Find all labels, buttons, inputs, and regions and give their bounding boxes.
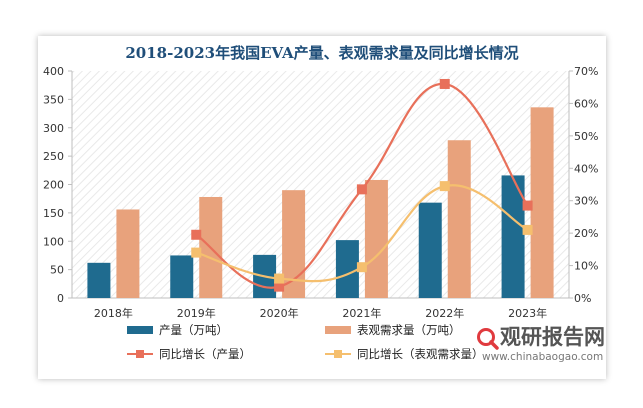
bar-demand (530, 107, 554, 298)
bar-production (170, 255, 194, 298)
marker-growth-production (356, 184, 367, 195)
marker-growth-production (439, 78, 450, 89)
bar-demand (447, 140, 471, 298)
bar-demand (364, 179, 388, 298)
y-right-tick-label: 70% (574, 65, 598, 78)
marker-growth-demand (274, 273, 285, 284)
x-tick-label: 2022年 (425, 306, 464, 320)
bar-production (418, 202, 442, 298)
y-right-tick-label: 50% (574, 130, 598, 143)
y-right-tick-label: 60% (574, 97, 598, 110)
chart-title: 2018-2023年我国EVA产量、表观需求量及同比增长情况 (125, 44, 518, 62)
marker-growth-production (274, 281, 285, 292)
legend-label: 表观需求量（万吨） (357, 323, 461, 337)
bar-production (501, 175, 525, 298)
y-right-tick-label: 40% (574, 162, 598, 175)
y-left-tick-label: 300 (43, 122, 64, 135)
y-right-tick-label: 10% (574, 260, 598, 273)
y-right-tick-label: 0% (574, 292, 591, 305)
magnifier-logo-icon (477, 328, 499, 350)
x-tick-label: 2018年 (94, 306, 133, 320)
marker-growth-demand (439, 181, 450, 192)
x-tick-label: 2021年 (342, 306, 381, 320)
x-tick-label: 2023年 (508, 306, 547, 320)
legend: 产量（万吨） 表观需求量（万吨） 同比增长（产量） 同比增长（表观需求量） (127, 323, 484, 361)
y-left-tick-label: 50 (50, 264, 64, 277)
legend-swatch (325, 326, 351, 334)
y-left-tick-label: 350 (43, 93, 64, 106)
watermark: 观研报告网 www.chinabaogao.com (477, 325, 605, 363)
y-left-tick-label: 400 (43, 65, 64, 78)
y-right-tick-label: 20% (574, 227, 598, 240)
bar-production (87, 262, 111, 298)
legend-label: 同比增长（产量） (159, 347, 251, 361)
legend-marker (334, 350, 342, 358)
bar-production (335, 240, 359, 298)
y-left-tick-label: 150 (43, 207, 64, 220)
legend-swatch (127, 326, 153, 334)
y-left-tick-label: 200 (43, 179, 64, 192)
plot-area (72, 71, 569, 298)
y-left-tick-label: 250 (43, 150, 64, 163)
marker-growth-production (191, 229, 202, 240)
bar-demand (282, 190, 306, 298)
y-left-tick-label: 100 (43, 235, 64, 248)
watermark-en: www.chinabaogao.com (482, 351, 603, 363)
marker-growth-demand (191, 247, 202, 258)
marker-growth-demand (356, 262, 367, 273)
legend-label: 产量（万吨） (159, 323, 228, 337)
marker-growth-production (522, 200, 533, 211)
x-tick-label: 2020年 (260, 306, 299, 320)
bars (87, 107, 554, 298)
y-left-tick-label: 0 (57, 292, 64, 305)
x-tick-label: 2019年 (177, 306, 216, 320)
watermark-cn: 观研报告网 (500, 325, 605, 349)
lines (191, 78, 533, 292)
legend-label: 同比增长（表观需求量） (357, 347, 484, 361)
legend-marker (136, 350, 144, 358)
bar-demand (116, 209, 140, 298)
axes: 0 50 100 150 200 250 300 350 400 0% 10% 20% 30% 40% 50… (43, 65, 598, 320)
y-right-tick-label: 30% (574, 195, 598, 208)
marker-growth-demand (522, 224, 533, 235)
